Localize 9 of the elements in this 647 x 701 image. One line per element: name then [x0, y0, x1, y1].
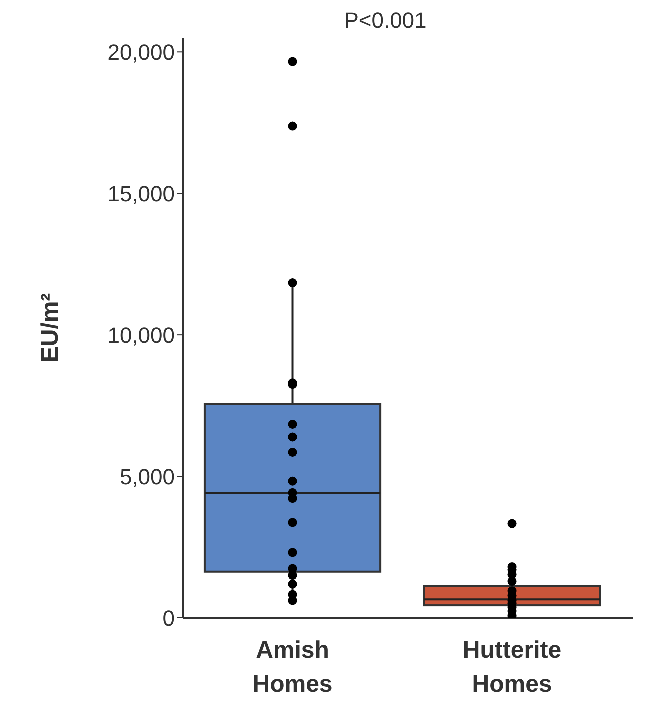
text: P<0.001 [344, 8, 427, 33]
y-tick-label: 10,000 [108, 322, 175, 348]
y-tick-label: 20,000 [108, 40, 175, 65]
y-axis-title: EU/m² [37, 293, 64, 363]
y-tick-label: 0 [162, 606, 175, 631]
x-tick-label: Hutterite Homes [462, 637, 562, 698]
x-tick-label: Amish Homes [252, 637, 333, 698]
y-tick-label: 5,000 [120, 464, 175, 490]
y-tick-label: 15,000 [108, 181, 175, 206]
